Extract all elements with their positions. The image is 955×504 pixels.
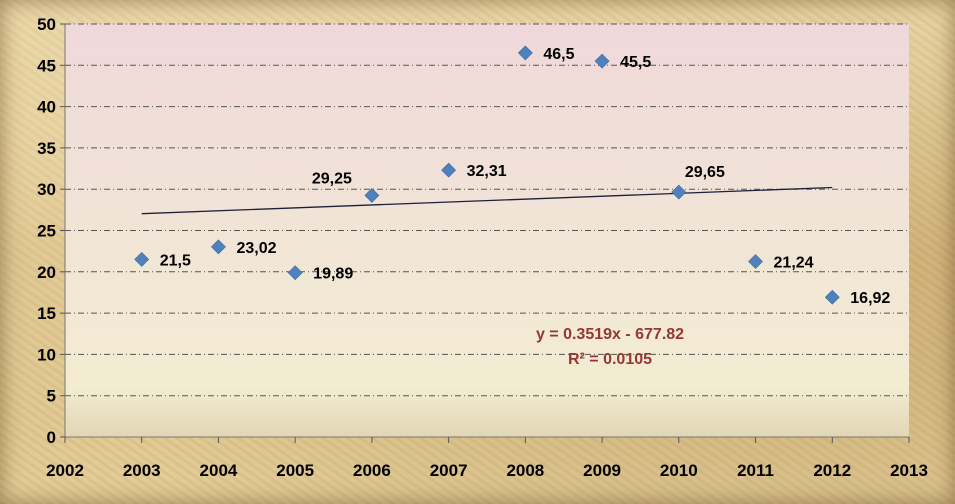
- data-label: 29,25: [312, 170, 352, 187]
- trendline: [141, 186, 833, 215]
- y-tick-label: 25: [37, 222, 56, 241]
- trendline-equation: y = 0.3519x - 677.82: [536, 326, 684, 343]
- data-label: 23,02: [236, 240, 276, 257]
- x-tick-label: 2002: [46, 461, 84, 480]
- data-point: [364, 187, 380, 203]
- x-axis-ticks: 2002 2003 2004 2005 2006 2007 2008 2009 2010 2011…: [46, 437, 928, 480]
- y-tick-label: 15: [37, 304, 56, 323]
- data-point: [748, 254, 763, 269]
- data-point: [594, 53, 610, 69]
- gridlines: [65, 23, 909, 397]
- data-label: 29,65: [685, 164, 725, 181]
- x-tick-label: 2007: [430, 461, 468, 480]
- x-tick-label: 2009: [583, 461, 621, 480]
- x-tick-label: 2004: [200, 461, 238, 480]
- x-tick-label: 2010: [660, 461, 698, 480]
- y-axis-ticks: 0 5 10 15 20 25 30 35 40 45 50: [37, 15, 65, 447]
- x-tick-label: 2012: [813, 461, 851, 480]
- y-tick-label: 20: [37, 263, 56, 282]
- y-tick-label: 10: [37, 345, 56, 364]
- data-point: [287, 265, 303, 281]
- x-tick-label: 2008: [506, 461, 544, 480]
- data-labels: 21,5 23,02 19,89 29,25 32,31 46,5 45,5 29,65 21,…: [160, 46, 891, 307]
- y-tick-label: 5: [47, 387, 56, 406]
- y-tick-label: 30: [37, 180, 56, 199]
- data-label: 16,92: [850, 290, 890, 307]
- data-point: [517, 45, 533, 61]
- data-point: [134, 251, 150, 267]
- y-tick-label: 35: [37, 139, 56, 158]
- data-point: [824, 289, 840, 305]
- data-point: [671, 184, 687, 200]
- y-tick-label: 40: [37, 98, 56, 117]
- trendline-r-squared: R² = 0.0105: [568, 351, 652, 368]
- x-tick-label: 2011: [737, 461, 774, 480]
- data-label: 21,5: [160, 252, 191, 269]
- y-tick-label: 50: [37, 15, 56, 34]
- y-tick-label: 0: [47, 428, 56, 447]
- data-point: [211, 239, 226, 255]
- data-points: [134, 45, 840, 305]
- data-point: [441, 162, 457, 178]
- trendline-group: [141, 186, 833, 215]
- data-label: 32,31: [467, 163, 507, 180]
- data-label: 46,5: [543, 46, 574, 63]
- x-tick-label: 2005: [276, 461, 314, 480]
- data-label: 45,5: [620, 54, 651, 71]
- x-tick-label: 2006: [353, 461, 391, 480]
- y-tick-label: 45: [37, 56, 56, 75]
- x-tick-label: 2013: [890, 461, 928, 480]
- data-label: 19,89: [313, 266, 353, 283]
- data-label: 21,24: [774, 255, 814, 272]
- x-tick-label: 2003: [123, 461, 161, 480]
